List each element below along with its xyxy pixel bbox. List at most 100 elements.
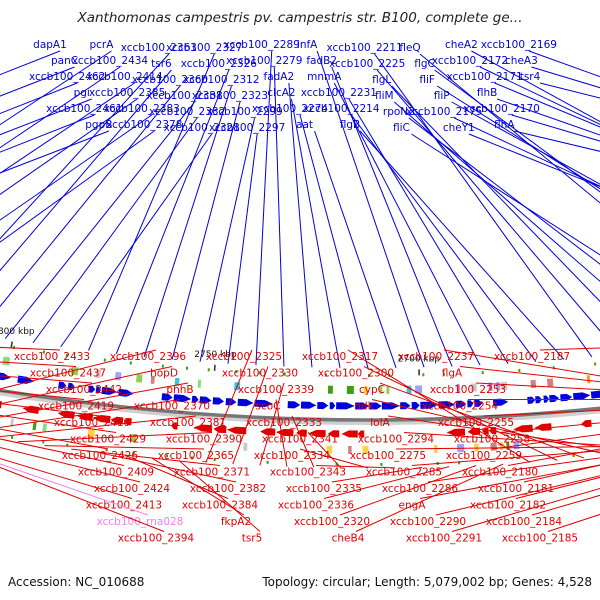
feature-block-reverse <box>42 423 48 432</box>
scale-tick <box>418 369 420 376</box>
label-leader-line-top <box>290 98 341 368</box>
forward-gene-arrow <box>212 397 225 405</box>
gene-label-top: xccb100_2175 <box>406 106 482 118</box>
gene-label-top: flgL <box>372 74 391 86</box>
feature-dot <box>518 368 521 372</box>
label-leader-line-top <box>0 130 110 174</box>
gene-label-bottom: xccb100_2382 <box>190 483 266 495</box>
label-leader-line-top <box>4 101 195 339</box>
forward-gene-arrow <box>590 390 600 399</box>
gene-label-top: flhA <box>494 119 515 131</box>
gene-label-top: xccb100_2214 <box>303 103 380 115</box>
gene-label-bottom: xccb100_2182 <box>470 500 546 512</box>
gene-label-bottom: xccb100_2419 <box>38 401 114 413</box>
label-leader-line-top <box>479 66 600 125</box>
label-leader-line-bottom <box>0 390 85 400</box>
feature-block-forward <box>501 381 508 391</box>
gene-label-bottom: xccb100_2181 <box>478 483 554 495</box>
forward-gene-arrow <box>438 401 455 409</box>
gene-label-bottom: xccb100_2370 <box>134 401 210 413</box>
gene-label-bottom: xccb100_2396 <box>110 351 187 363</box>
feature-block-forward <box>70 366 79 376</box>
label-leader-line-bottom <box>0 366 173 405</box>
gene-label-top: xccb100_2326 <box>181 58 258 70</box>
gene-label-top: xccb100_2231 <box>301 87 377 99</box>
label-leader-line-bottom <box>451 487 600 532</box>
forward-gene-arrow <box>560 393 573 402</box>
gene-label-top: flgB <box>340 119 360 131</box>
genome-backbone <box>0 388 600 422</box>
gene-label-bottom: xccb100_2433 <box>14 351 90 363</box>
gene-label-top: xccb100_2312 <box>183 74 259 86</box>
forward-gene-arrow <box>467 400 474 408</box>
feature-dot <box>103 358 106 362</box>
gene-label-top: fleQ <box>399 42 420 54</box>
label-leader-line-bottom <box>403 432 600 446</box>
gene-label-top: flgC <box>414 58 435 70</box>
gene-label-bottom: xccb100_2253 <box>430 384 506 396</box>
gene-label-top: xccb100_2289 <box>224 39 300 51</box>
gene-label-bottom: xccb100_2330 <box>222 368 298 380</box>
label-leader-line-top <box>436 85 600 190</box>
forward-gene-arrow <box>420 401 438 409</box>
label-leader-line-top <box>60 133 213 348</box>
label-leader-line-bottom <box>17 432 213 443</box>
gene-label-top: panC <box>51 55 78 67</box>
label-leader-line-top <box>0 82 78 115</box>
gene-label-top: xccb100_2172 <box>432 55 508 67</box>
label-leader-line-bottom <box>151 457 245 516</box>
forward-gene-arrow <box>199 396 212 404</box>
label-leader-line-bottom <box>339 465 477 516</box>
forward-gene-arrow <box>287 401 301 409</box>
feature-block-forward <box>546 378 554 387</box>
gene-label-bottom: xccb100_2259 <box>446 450 522 462</box>
reverse-gene-arrow <box>92 415 111 424</box>
feature-dot <box>325 373 328 377</box>
gene-label-bottom: xccb100_2409 <box>78 467 154 479</box>
feature-block-forward <box>150 375 155 384</box>
label-leader-line-bottom <box>443 349 600 377</box>
label-leader-line-top <box>314 130 397 368</box>
gene-label-top: cheA2 <box>445 39 478 51</box>
gene-label-bottom: xccb100_2254 <box>422 401 499 413</box>
gene-label-top: rpoN2 <box>383 106 415 118</box>
feature-block-forward <box>530 379 537 389</box>
feature-dot <box>42 440 45 444</box>
gene-label-top: xccb100_2328 <box>164 122 240 134</box>
gene-label-bottom: xccb100_2187 <box>494 351 570 363</box>
label-leader-line-top <box>143 85 232 357</box>
label-leader-line-bottom <box>0 349 157 390</box>
gene-label-top: xccb100_2225 <box>329 58 405 70</box>
label-leader-line-bottom <box>0 458 133 499</box>
feature-block-forward <box>386 385 390 394</box>
feature-dot <box>283 372 286 376</box>
label-leader-line-bottom <box>427 457 600 483</box>
label-leader-line-bottom <box>0 415 197 438</box>
label-leader-line-top <box>359 130 565 360</box>
label-leader-line-bottom <box>205 349 253 463</box>
label-leader-line-top <box>0 85 181 308</box>
gene-label-top: xccb100_2170 <box>464 103 540 115</box>
label-leader-line-top <box>0 50 112 126</box>
gene-label-bottom: xccb100_2371 <box>174 467 250 479</box>
label-leader-line-bottom <box>299 448 369 469</box>
gene-label-bottom: engA <box>399 500 427 512</box>
gene-label-bottom: lolA <box>370 417 390 429</box>
feature-dot <box>65 353 69 357</box>
label-leader-line-bottom <box>0 446 141 483</box>
label-leader-line-bottom <box>232 366 269 465</box>
forward-gene-arrow <box>88 385 96 393</box>
gene-label-top: clcA2 <box>267 87 295 99</box>
gene-label-top: fadA2 <box>264 71 295 83</box>
gene-label-bottom: xccb100_2341 <box>262 434 338 446</box>
gene-label-bottom: xccb100_2365 <box>158 450 234 462</box>
forward-gene-arrow <box>101 386 117 395</box>
gene-label-top: xccb100_2274 <box>252 103 329 115</box>
gene-label-bottom: xccb100_2442 <box>46 384 122 396</box>
gene-label-bottom: xccb100_2384 <box>182 500 259 512</box>
label-leader-line-bottom <box>0 428 109 450</box>
gene-label-top: xccb100_2462 <box>29 71 105 83</box>
gene-label-bottom: xccb100_2184 <box>486 516 563 528</box>
feature-dot <box>213 457 216 462</box>
label-leader-line-bottom <box>0 414 117 433</box>
